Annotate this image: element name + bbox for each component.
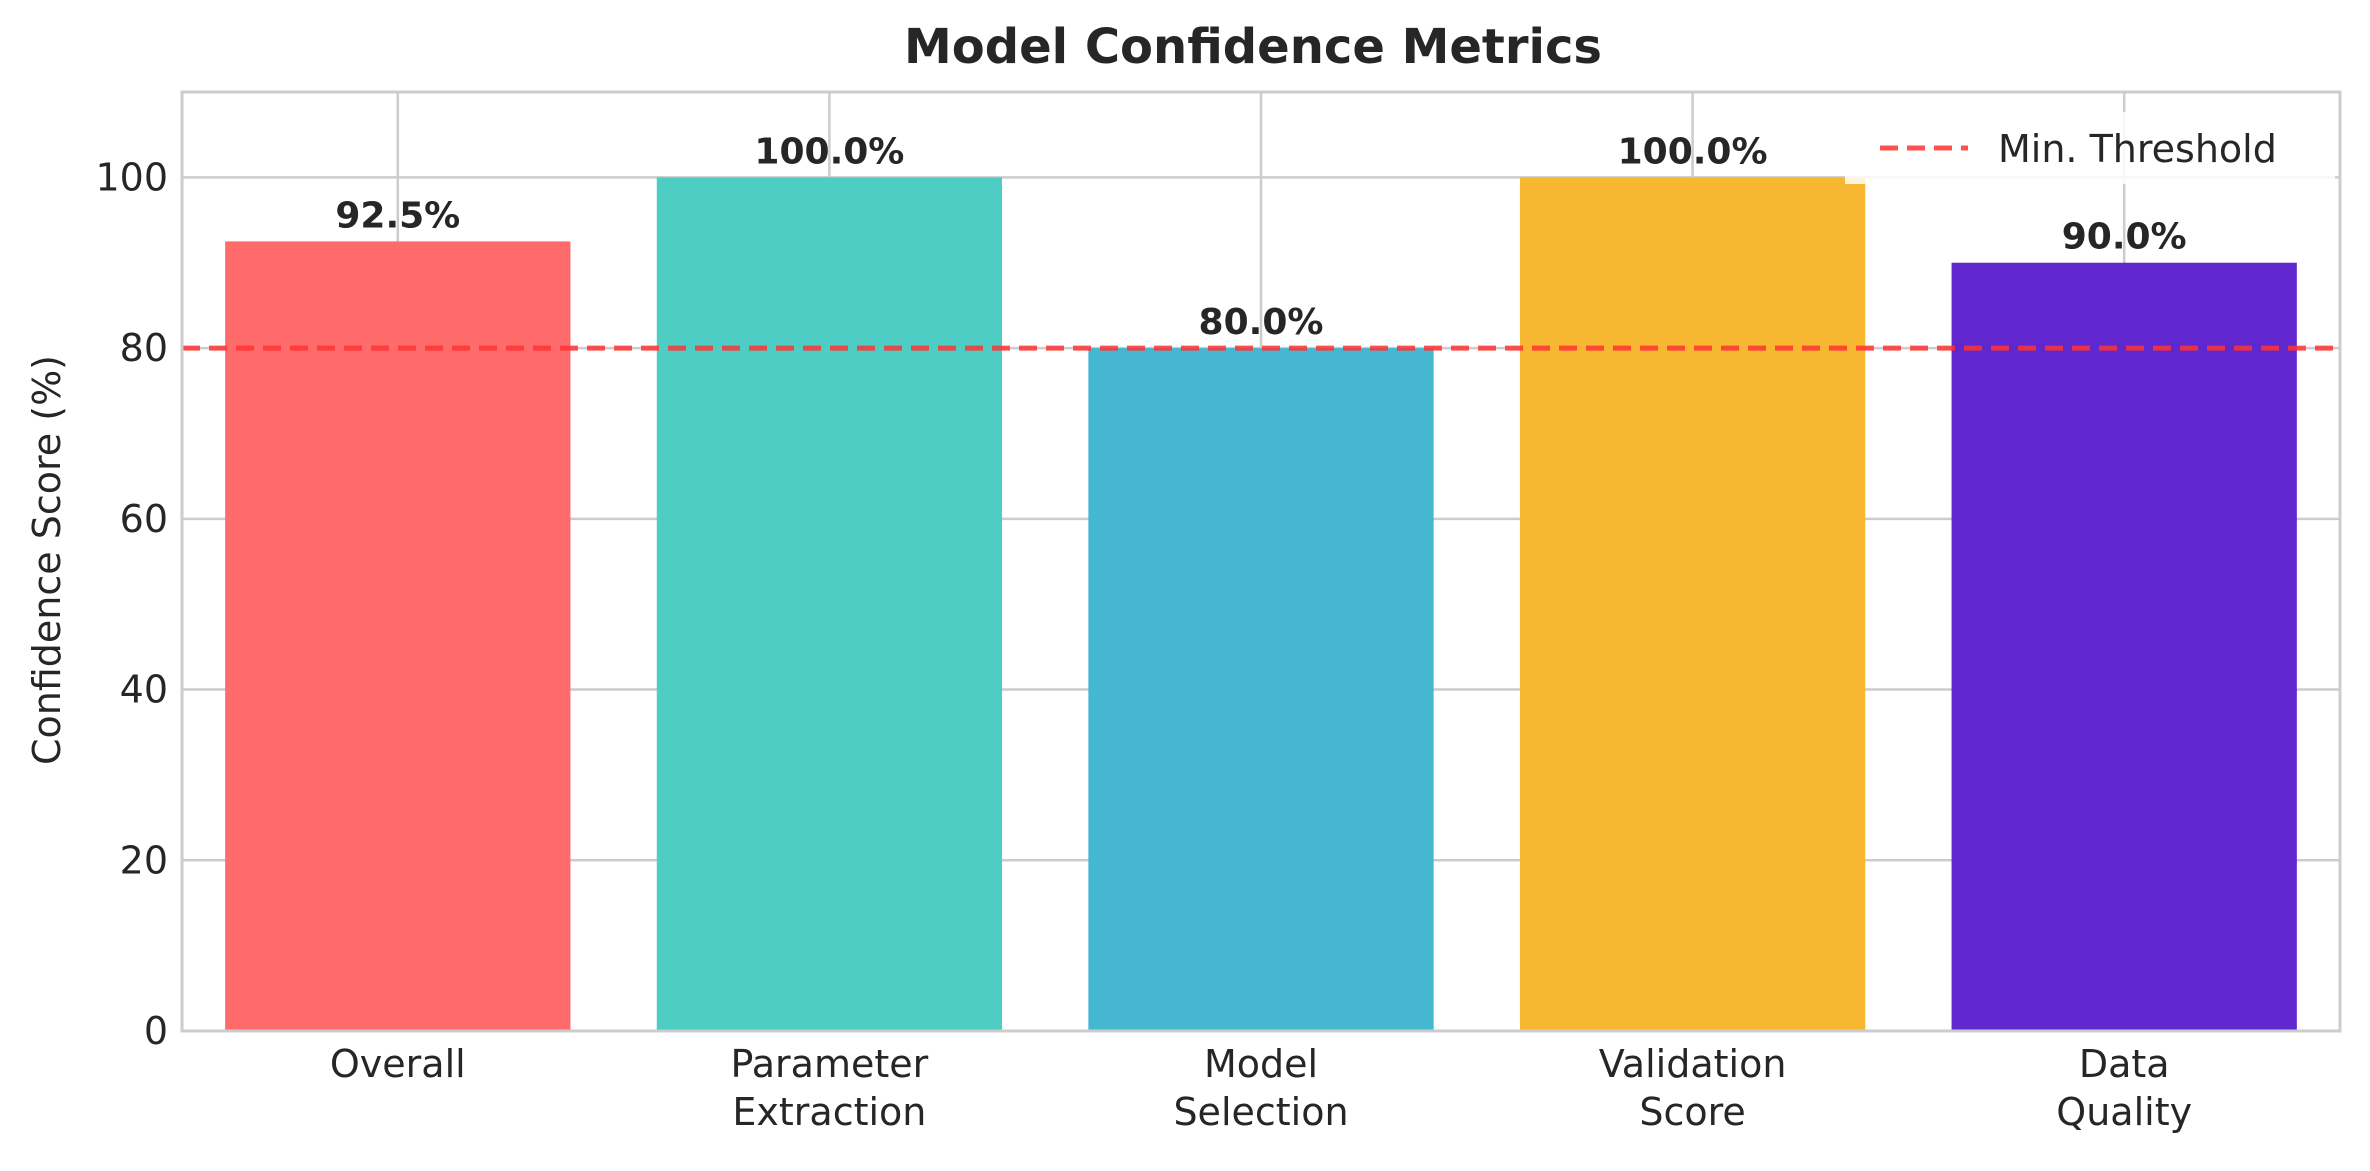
- y-axis-label: Confidence Score (%): [25, 355, 69, 765]
- bar: [225, 241, 571, 1032]
- legend: Min. Threshold: [1845, 112, 2335, 184]
- bar-value-label: 92.5%: [335, 195, 460, 236]
- bar-value-label: 100.0%: [754, 131, 904, 172]
- bar-value-label: 100.0%: [1618, 131, 1768, 172]
- x-tick-label: Model: [1204, 1042, 1318, 1086]
- x-tick-label: Extraction: [732, 1090, 926, 1134]
- x-tick-label: Selection: [1173, 1090, 1348, 1134]
- y-tick-label: 40: [120, 668, 168, 712]
- data-labels: 92.5% 100.0% 80.0% 100.0% 90.0%: [335, 131, 2186, 343]
- bar: [1951, 262, 2297, 1031]
- legend-box: [1845, 112, 2335, 184]
- x-tick-label: Overall: [330, 1042, 466, 1086]
- x-tick-label: Parameter: [731, 1042, 929, 1086]
- y-tick-label: 100: [95, 155, 168, 199]
- bar: [656, 177, 1003, 1031]
- plot-frame: [180, 90, 2342, 1033]
- y-tick-label: 60: [120, 497, 168, 541]
- x-tick-label: Quality: [2056, 1090, 2192, 1134]
- bar-value-label: 80.0%: [1199, 302, 1324, 343]
- bar-value-label: 90.0%: [2062, 217, 2187, 258]
- chart-title: Model Confidence Metrics: [904, 19, 1602, 75]
- bars: [225, 177, 2297, 1032]
- y-tick-label: 0: [144, 1009, 168, 1053]
- legend-threshold-label: Min. Threshold: [1998, 127, 2277, 171]
- bar: [1088, 348, 1434, 1031]
- bar: [1519, 177, 1866, 1031]
- y-tick-label: 80: [120, 326, 168, 370]
- x-tick-label: Data: [2079, 1042, 2170, 1086]
- x-tick-label: Validation: [1599, 1042, 1787, 1086]
- x-tick-label: Score: [1639, 1090, 1745, 1134]
- y-tick-label: 20: [120, 838, 168, 882]
